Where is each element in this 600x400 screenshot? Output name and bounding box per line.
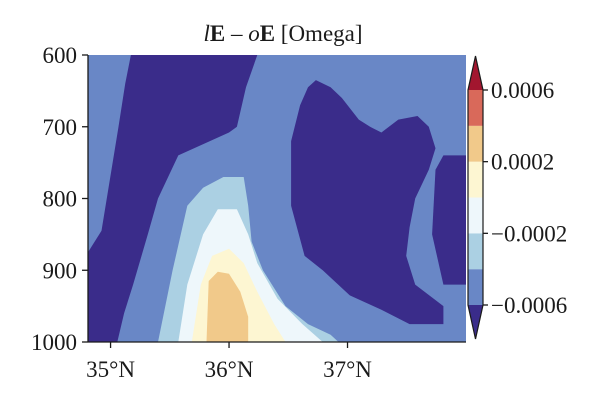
y-tick-label: 800 <box>43 187 78 212</box>
contour-region-low <box>291 80 444 325</box>
colorbar-tick-label: −0.0006 <box>491 293 567 318</box>
y-tick-label: 1000 <box>31 330 77 355</box>
x-axis: 35°N 36°N 37°N <box>86 342 372 382</box>
chart-title-part: o <box>248 21 260 46</box>
colorbar-tick-label: 0.0002 <box>491 150 554 175</box>
plot-area <box>88 55 466 342</box>
colorbar-extend-high <box>468 56 483 90</box>
colorbar-segment <box>468 197 483 234</box>
chart-title: lE – oE [Omega] <box>203 21 362 46</box>
contour-region-low <box>88 55 258 342</box>
colorbar-segment <box>468 233 483 270</box>
chart-title-part: E <box>210 21 225 46</box>
y-tick-label: 700 <box>43 115 78 140</box>
y-tick-label: 900 <box>43 258 78 283</box>
chart-title-part: [Omega] <box>275 21 363 46</box>
colorbar-extend-low <box>468 305 483 339</box>
colorbar-tick-label: 0.0006 <box>491 78 554 103</box>
colorbar-segment <box>468 90 483 126</box>
colorbar-segment <box>468 269 483 305</box>
chart-title-part: E <box>260 21 275 46</box>
chart-title-part: l <box>203 21 209 46</box>
contour-region-orange <box>206 271 249 342</box>
x-tick-label: 36°N <box>205 357 254 382</box>
colorbar: 0.0006 0.0002 −0.0002 −0.0006 <box>467 55 567 340</box>
chart-title-part: – <box>225 21 248 46</box>
colorbar-segment <box>468 125 483 162</box>
x-tick-label: 37°N <box>323 357 372 382</box>
colorbar-segment <box>468 161 483 198</box>
contour-region-low <box>432 155 466 285</box>
colorbar-tick-label: −0.0002 <box>491 221 567 246</box>
x-tick-label: 35°N <box>86 357 135 382</box>
y-tick-label: 600 <box>43 43 78 68</box>
y-axis: 600 700 800 900 1000 <box>31 43 88 355</box>
